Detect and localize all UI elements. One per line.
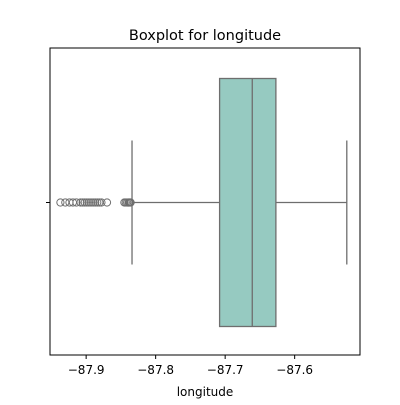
iqr-box [218,77,277,328]
outlier-point [88,198,98,207]
x-tick-label: −87.8 [137,363,174,377]
outlier-point [102,198,112,207]
x-tick-label: −87.7 [207,363,244,377]
outlier-point [91,198,100,207]
x-tick-label: −87.9 [68,363,105,377]
outlier-point [78,198,87,207]
outlier-point [86,198,96,207]
outlier-point [61,198,70,207]
outlier-point [97,198,106,207]
outlier-point [82,198,91,207]
outlier-point [56,198,65,207]
x-axis-ticks: −87.9 −87.8 −87.7 −87.6 [68,355,313,377]
outlier-point [93,198,102,207]
plot-frame [49,47,361,356]
outlier-point [76,198,85,207]
outlier-point [72,198,81,207]
x-tick-label: −87.6 [276,363,313,377]
outlier-point [84,198,94,207]
chart-title: Boxplot for longitude [129,28,281,44]
plot-area [49,47,361,356]
outlier-point [80,198,89,207]
outlier-point [126,198,135,207]
x-axis-title: longitude [177,385,234,399]
